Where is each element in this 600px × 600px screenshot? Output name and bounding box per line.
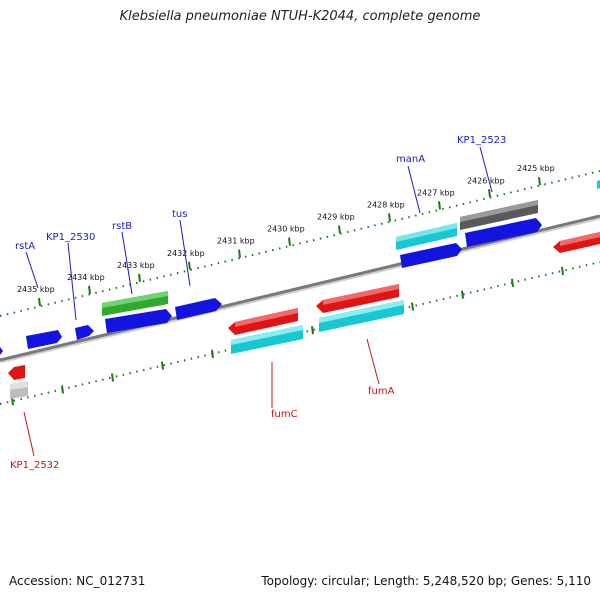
- scale-tick-label: 2431 kbp: [217, 237, 255, 246]
- scale-tick-label: 2428 kbp: [367, 200, 405, 209]
- gene-feature-blue[interactable]: [465, 218, 542, 247]
- scale-tick-label: 2433 kbp: [117, 261, 155, 270]
- major-tick: [438, 201, 441, 210]
- reverse-features: [8, 232, 600, 399]
- major-tick: [388, 213, 391, 222]
- gene-feature-cyan[interactable]: [597, 180, 600, 189]
- gene-feature-blue[interactable]: [105, 309, 172, 333]
- inner-tick: [411, 302, 414, 311]
- gene-label-fumA[interactable]: fumA: [368, 386, 395, 397]
- gene-feature-blue[interactable]: [0, 347, 3, 355]
- inner-tick: [511, 278, 514, 287]
- major-tick: [188, 261, 191, 270]
- gene-label-tus[interactable]: tus: [172, 209, 187, 220]
- inner-tick: [61, 385, 64, 394]
- gene-feature-blue[interactable]: [400, 243, 462, 268]
- scale-tick-label: 2430 kbp: [267, 225, 305, 234]
- major-tick: [538, 177, 541, 186]
- gene-label-manA[interactable]: manA: [396, 154, 425, 165]
- gene-label-rstA[interactable]: rstA: [15, 241, 35, 252]
- scale-tick-label: 2435 kbp: [17, 285, 55, 294]
- scale-tick-label: 2432 kbp: [167, 249, 205, 258]
- forward-features: [0, 180, 600, 355]
- major-tick: [338, 225, 341, 234]
- major-tick: [138, 273, 141, 282]
- gene-label-kp1-2523[interactable]: KP1_2523: [457, 135, 506, 146]
- gene-feature-blue[interactable]: [75, 325, 94, 340]
- scale-tick-label: 2425 kbp: [517, 164, 555, 173]
- inner-tick: [311, 326, 314, 335]
- gene-feature-blue[interactable]: [175, 298, 222, 320]
- label-leaders: [23, 146, 493, 457]
- inner-tick: [561, 266, 564, 276]
- genome-backbone: [0, 214, 600, 364]
- accession-text: Accession: NC_012731: [9, 574, 146, 588]
- inner-tick: [211, 349, 214, 358]
- gene-label-kp1-2530[interactable]: KP1_2530: [46, 232, 95, 243]
- major-tick: [38, 297, 41, 307]
- genome-title: Klebsiella pneumoniae NTUH-K2044, comple…: [119, 9, 481, 24]
- scale-tick-label: 2429 kbp: [317, 213, 355, 222]
- major-tick: [88, 285, 91, 295]
- inner-tick: [461, 290, 464, 299]
- gene-label-fumC[interactable]: fumC: [271, 409, 298, 420]
- scale-tick-labels: 2435 kbp 2434 kbp 2433 kbp 2432 kbp 2431 kbp…: [17, 164, 555, 294]
- gene-labels: rstA KP1_2530 rstB tus manA KP1_2523 fum…: [10, 135, 506, 471]
- outer-tick-track: [0, 170, 600, 317]
- inner-tick: [111, 373, 114, 382]
- scale-tick-label: 2427 kbp: [417, 188, 455, 197]
- major-ticks: [38, 177, 541, 307]
- gene-feature-red[interactable]: [8, 365, 25, 380]
- gene-feature-blue[interactable]: [26, 330, 62, 349]
- gene-label-rstB[interactable]: rstB: [112, 221, 132, 232]
- topology-text: Topology: circular; Length: 5,248,520 bp…: [261, 574, 591, 588]
- major-tick: [488, 189, 491, 198]
- scale-tick-label: 2426 kbp: [467, 176, 505, 185]
- gene-label-kp1-2532[interactable]: KP1_2532: [10, 460, 59, 471]
- scale-tick-label: 2434 kbp: [67, 273, 105, 282]
- major-tick: [288, 237, 291, 246]
- major-tick: [238, 249, 241, 258]
- inner-tick: [161, 361, 164, 370]
